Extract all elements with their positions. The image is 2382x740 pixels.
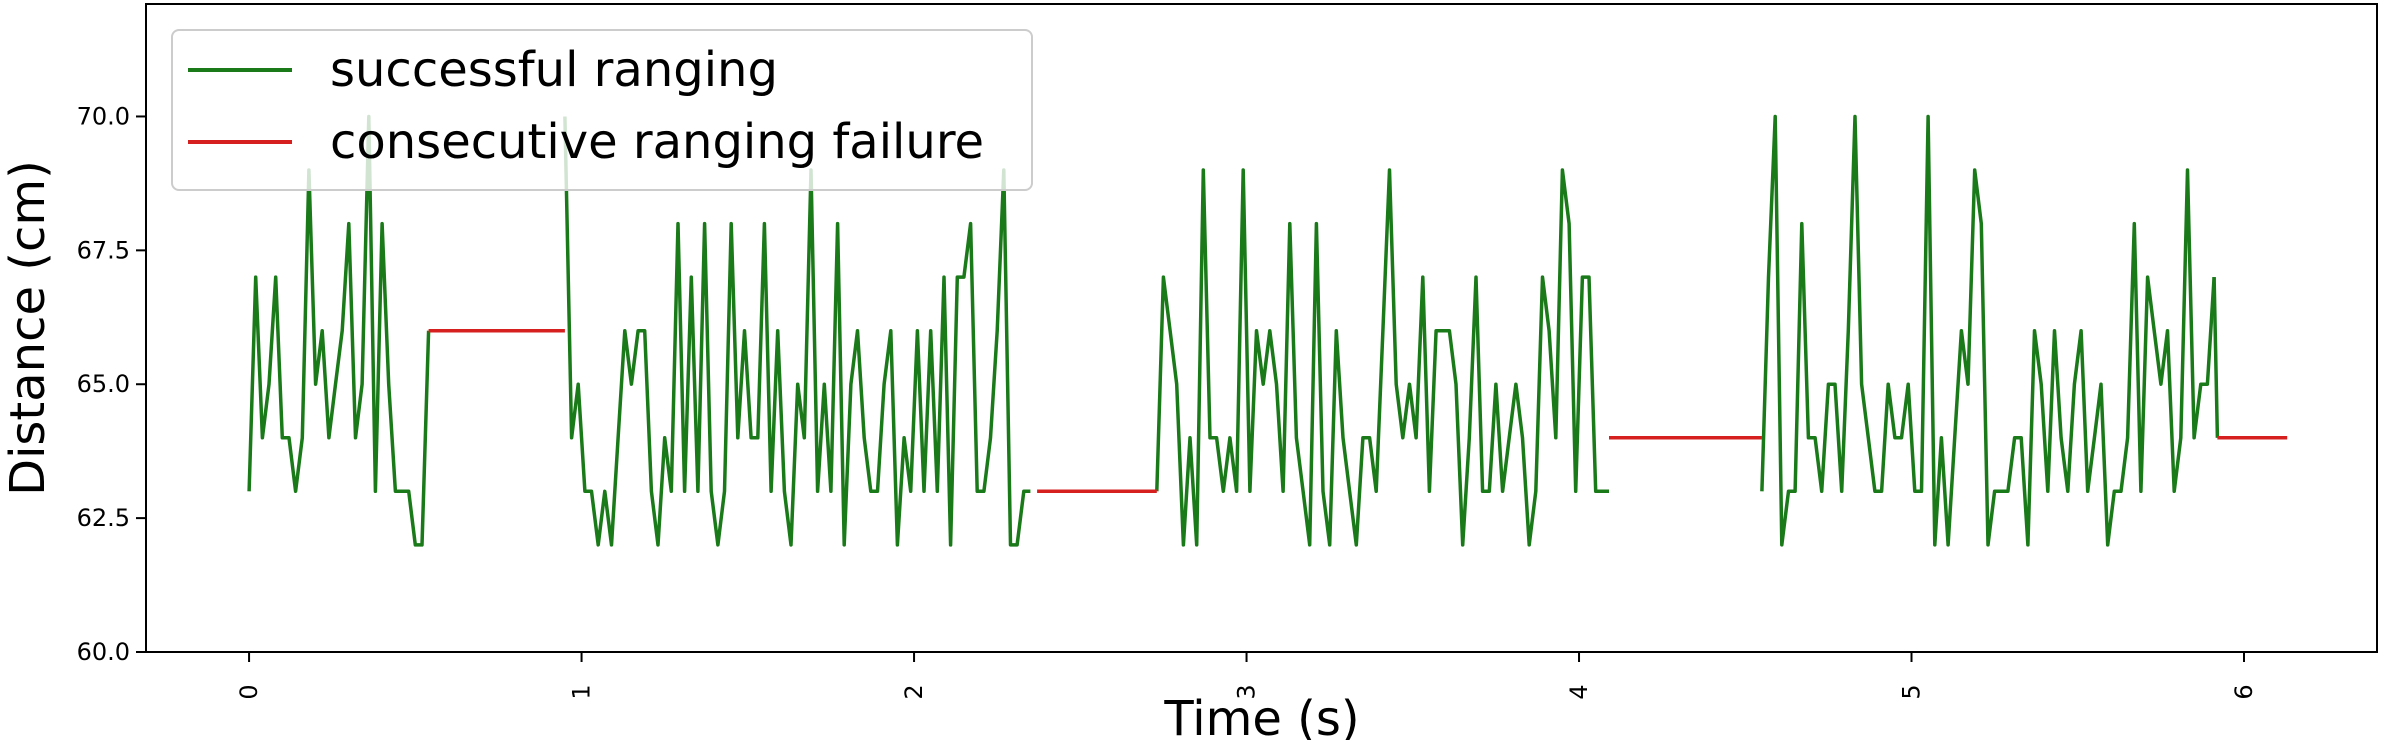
series-line-successful-ranging (563, 116, 1031, 547)
x-tick-label: 6 (2230, 684, 2258, 699)
legend-label-successful-ranging: successful ranging (330, 42, 778, 98)
y-tick-label: 62.5 (77, 504, 130, 532)
x-tick-label: 2 (900, 684, 928, 699)
x-tick-label: 3 (1233, 684, 1261, 699)
x-axis: 0 1 2 3 4 5 6 (235, 652, 2258, 700)
legend: successful ranging consecutive ranging f… (171, 29, 1033, 191)
x-axis-title: Time (s) (1163, 691, 1359, 740)
x-tick-label: 4 (1565, 684, 1593, 699)
y-axis-title: Distance (cm) (0, 160, 56, 496)
y-tick-label: 70.0 (77, 102, 130, 130)
series-line-successful-ranging (1760, 114, 2216, 547)
series-line-successful-ranging (1155, 168, 1609, 547)
y-tick-label: 60.0 (77, 638, 130, 666)
series-layer (247, 114, 2288, 547)
plot-frame (145, 3, 2378, 653)
x-tick-label: 1 (568, 684, 596, 699)
series-line-successful-ranging (2212, 277, 2220, 438)
x-tick-label: 5 (1898, 684, 1926, 699)
y-axis: 60.0 62.5 65.0 67.5 70.0 (77, 102, 146, 666)
y-tick-label: 67.5 (77, 236, 130, 264)
legend-box (171, 29, 1033, 191)
series-line-successful-ranging (247, 114, 431, 547)
x-tick-label: 0 (235, 684, 263, 699)
y-tick-label: 65.0 (77, 370, 130, 398)
legend-label-consecutive-ranging-failure: consecutive ranging failure (330, 114, 984, 170)
